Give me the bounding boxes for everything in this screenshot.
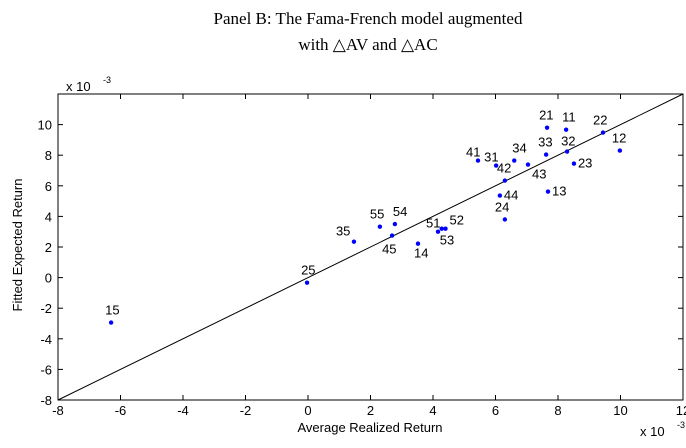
- point-label: 53: [440, 233, 454, 248]
- x-multiplier: x 10: [640, 424, 665, 439]
- y-tick-label: -8: [40, 393, 52, 408]
- x-tick-label: 0: [304, 403, 311, 418]
- point-label: 43: [532, 167, 546, 182]
- y-tick-label: -6: [40, 362, 52, 377]
- point: [493, 163, 499, 168]
- point-label: 23: [578, 156, 592, 171]
- point-label: 33: [538, 135, 552, 150]
- x-tick-label: 4: [429, 403, 436, 418]
- point-label: 24: [495, 199, 509, 214]
- x-tick-label: 6: [492, 403, 499, 418]
- reference-line: [57, 93, 684, 401]
- point-label: 44: [504, 188, 518, 203]
- point-label: 15: [105, 303, 119, 318]
- x-axis-label: Average Realized Return: [297, 420, 442, 435]
- point: [475, 158, 481, 163]
- point: [443, 226, 448, 231]
- point-label: 51: [426, 216, 440, 231]
- point-label: 25: [301, 263, 315, 278]
- point: [108, 320, 114, 325]
- point: [544, 125, 550, 130]
- y-tick-label: 2: [45, 240, 52, 255]
- point: [564, 149, 570, 154]
- point: [439, 226, 444, 231]
- point-label: 54: [393, 204, 407, 219]
- point-label: 31: [484, 150, 498, 165]
- point: [502, 178, 508, 183]
- point: [571, 161, 577, 166]
- point-label: 13: [552, 184, 566, 199]
- point-label: 35: [336, 224, 350, 239]
- point-label: 34: [512, 141, 526, 156]
- x-tick-label: 2: [367, 403, 374, 418]
- point: [392, 221, 398, 227]
- x-tick-label: -6: [115, 403, 127, 418]
- x-tick-label: 8: [554, 403, 561, 418]
- point: [435, 229, 441, 234]
- point: [617, 148, 623, 153]
- chart-title: with △AV and △AC: [298, 35, 437, 54]
- x-tick-label: 12: [676, 403, 686, 418]
- point: [563, 127, 569, 132]
- y-tick-label: 6: [45, 179, 52, 194]
- point: [377, 224, 383, 229]
- point: [545, 189, 551, 194]
- point-label: 12: [612, 131, 626, 146]
- point: [351, 239, 357, 244]
- y-tick-label: -4: [40, 332, 52, 347]
- point: [543, 152, 549, 157]
- y-tick-label: 0: [45, 271, 52, 286]
- point-label: 41: [466, 145, 480, 160]
- point-label: 45: [382, 242, 396, 257]
- point: [415, 241, 421, 246]
- point: [525, 162, 531, 167]
- y-tick-label: 4: [45, 209, 52, 224]
- point: [389, 233, 395, 238]
- point-label: 32: [561, 134, 575, 149]
- y-tick-label: -2: [40, 301, 52, 316]
- y-multiplier-exponent: -3: [103, 75, 111, 85]
- y-tick-label: 8: [45, 148, 52, 163]
- point-label: 21: [539, 108, 553, 123]
- y-tick-label: 10: [38, 118, 52, 133]
- point-label: 11: [562, 110, 576, 125]
- x-tick-label: -8: [52, 403, 64, 418]
- x-tick-label: -4: [177, 403, 189, 418]
- point: [600, 130, 606, 135]
- point-label: 55: [370, 207, 384, 222]
- point: [502, 217, 508, 222]
- y-axis-label: Fitted Expected Return: [10, 179, 25, 312]
- point: [512, 158, 517, 163]
- point-label: 22: [593, 113, 607, 128]
- chart-title: Panel B: The Fama-French model augmented: [214, 9, 523, 28]
- point-label: 52: [450, 213, 464, 228]
- x-multiplier-exponent: -3: [677, 420, 685, 430]
- y-multiplier: x 10: [66, 79, 91, 94]
- point-label: 14: [414, 246, 428, 261]
- x-tick-label: -2: [240, 403, 252, 418]
- point: [304, 280, 310, 285]
- x-tick-label: 10: [613, 403, 627, 418]
- point: [497, 193, 503, 198]
- point-label: 42: [497, 161, 511, 176]
